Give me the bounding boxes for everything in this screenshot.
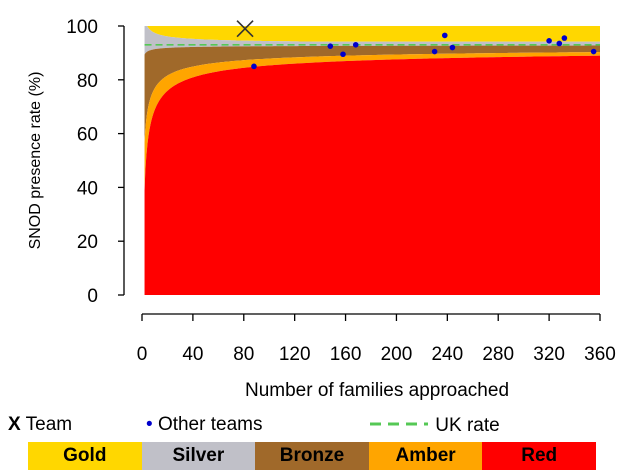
x-tick-label: 80 [233, 344, 254, 365]
x-tick-label: 360 [584, 344, 616, 365]
y-axis-title: SNOD presence rate (%) [27, 72, 44, 250]
other-team-point [590, 48, 597, 55]
funnel-bands [144, 26, 601, 296]
band-red: Red [482, 442, 596, 470]
other-team-point [431, 48, 438, 55]
other-team-point [352, 42, 359, 48]
band-area-red [144, 55, 601, 296]
other-team-point [449, 44, 456, 51]
team-point [236, 20, 254, 38]
y-tick-label: 80 [77, 71, 98, 92]
legend-uk-rate: UK rate [368, 414, 500, 437]
legend-team: X Team [8, 414, 72, 436]
other-team-point [546, 37, 552, 44]
band-key: Gold Silver Bronze Amber Red [28, 442, 596, 470]
axes: 0 20 40 60 80 100 0 40 80 120 160 200 240 280 320 360 [66, 17, 616, 365]
legend-uk-rate-label: UK rate [435, 415, 500, 436]
legend-other-teams-label: Other teams [157, 414, 263, 435]
band-silver: Silver [141, 442, 256, 470]
other-team-point [561, 35, 568, 41]
other-team-point [340, 51, 346, 58]
legend-other-teams: • Other teams [146, 414, 262, 436]
x-tick-label: 320 [533, 344, 565, 365]
y-tick-label: 40 [77, 178, 98, 199]
team-marker-icon: X [8, 414, 21, 435]
band-bronze: Bronze [255, 442, 369, 470]
other-team-point [441, 32, 448, 39]
x-axis-title: Number of families approached [245, 380, 509, 401]
x-tick-label: 120 [279, 344, 311, 365]
chart: 0 20 40 60 80 100 0 40 80 120 160 200 240 280 320 360 S… [27, 17, 616, 401]
other-team-point [556, 40, 563, 47]
x-tick-label: 280 [482, 344, 514, 365]
other-teams-marker-icon: • [146, 414, 153, 435]
x-tick-label: 0 [137, 344, 148, 365]
band-area-bronze [144, 45, 601, 142]
dashed-line-icon [370, 422, 428, 426]
y-tick-label: 60 [77, 125, 98, 146]
y-tick-label: 0 [87, 286, 98, 307]
x-tick-label: 240 [431, 344, 463, 365]
band-gold: Gold [28, 442, 142, 470]
y-tick-label: 100 [66, 17, 98, 38]
x-tick-label: 160 [330, 344, 362, 365]
band-amber: Amber [368, 442, 483, 470]
legend: X Team • Other teams UK rate [6, 414, 566, 440]
team-points [236, 20, 597, 70]
other-team-point [251, 63, 257, 70]
x-tick-label: 40 [182, 344, 203, 365]
y-tick-label: 20 [77, 232, 98, 253]
band-area-gold [144, 26, 601, 42]
x-tick-label: 200 [381, 344, 413, 365]
legend-team-label: Team [25, 414, 73, 435]
other-team-point [327, 43, 334, 49]
